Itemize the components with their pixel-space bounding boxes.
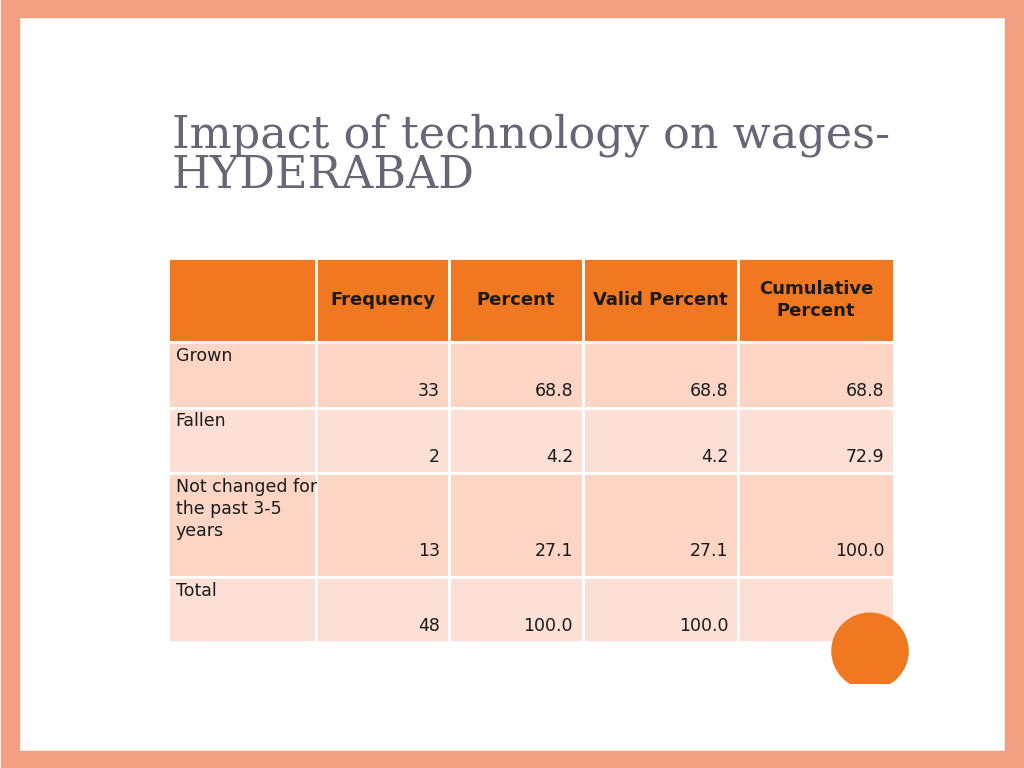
Bar	[315, 343, 450, 408]
Bar	[168, 343, 315, 408]
Bar	[315, 258, 450, 343]
Bar	[450, 258, 583, 343]
Bar	[450, 577, 583, 642]
Bar	[315, 408, 450, 473]
Text: 68.8: 68.8	[535, 382, 573, 400]
Bar	[583, 473, 738, 577]
Bar	[315, 577, 450, 642]
Text: 27.1: 27.1	[690, 542, 729, 560]
Text: 100.0: 100.0	[679, 617, 729, 635]
Bar	[168, 577, 315, 642]
Text: Frequency: Frequency	[330, 291, 435, 309]
Ellipse shape	[831, 613, 908, 689]
Text: 48: 48	[418, 617, 439, 635]
Bar	[168, 473, 315, 577]
Bar	[583, 258, 738, 343]
Bar	[315, 473, 450, 577]
Bar	[450, 343, 583, 408]
Bar	[583, 343, 738, 408]
Text: 68.8: 68.8	[846, 382, 885, 400]
Bar	[168, 408, 315, 473]
Bar	[583, 408, 738, 473]
Text: Total: Total	[176, 581, 216, 600]
Bar	[738, 473, 894, 577]
Bar	[738, 577, 894, 642]
Bar	[168, 258, 315, 343]
Text: Impact of technology on wages-: Impact of technology on wages-	[172, 113, 890, 157]
Text: 2: 2	[429, 448, 439, 465]
Text: 100.0: 100.0	[835, 542, 885, 560]
Text: 72.9: 72.9	[846, 448, 885, 465]
Text: Grown: Grown	[176, 347, 232, 365]
Bar	[583, 577, 738, 642]
Bar	[738, 258, 894, 343]
Text: Valid Percent: Valid Percent	[593, 291, 728, 309]
Text: HYDERABAD: HYDERABAD	[172, 154, 475, 197]
Text: 13: 13	[418, 542, 439, 560]
Bar	[738, 343, 894, 408]
Text: Not changed for
the past 3-5
years: Not changed for the past 3-5 years	[176, 478, 316, 540]
Text: Fallen: Fallen	[176, 412, 226, 430]
Text: 27.1: 27.1	[535, 542, 573, 560]
Text: 68.8: 68.8	[690, 382, 729, 400]
Text: Cumulative
Percent: Cumulative Percent	[759, 280, 873, 320]
Text: 4.2: 4.2	[701, 448, 729, 465]
Text: Percent: Percent	[477, 291, 555, 309]
Text: 4.2: 4.2	[546, 448, 573, 465]
Text: 33: 33	[418, 382, 439, 400]
Text: 100.0: 100.0	[523, 617, 573, 635]
Bar	[450, 408, 583, 473]
Bar	[738, 408, 894, 473]
Bar	[450, 473, 583, 577]
